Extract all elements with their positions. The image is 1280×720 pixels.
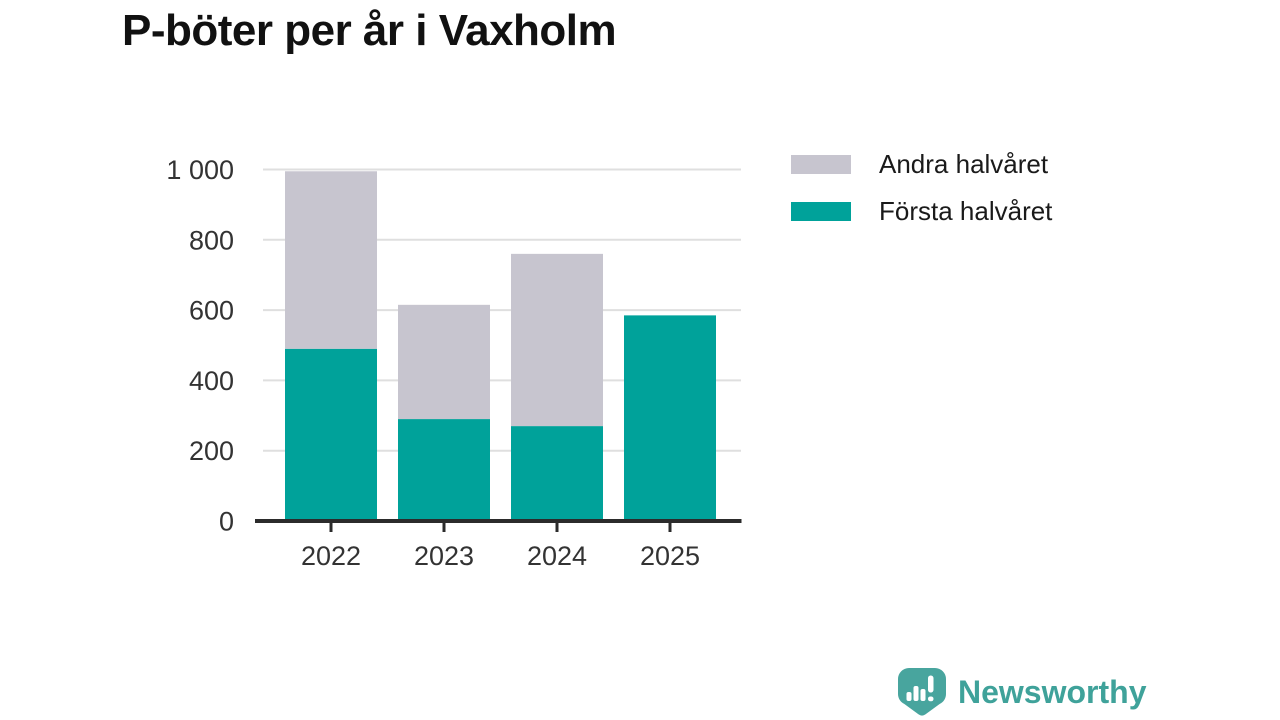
bar-segment-2024-andra-halv-ret	[511, 253, 603, 427]
legend-item-andra-halvaret: Andra halvåret	[791, 149, 1052, 179]
y-axis-tick-label: 0	[219, 507, 234, 537]
y-axis-tick-label: 200	[189, 436, 234, 466]
bar-segment-2024-f-rsta-halv-ret	[511, 426, 603, 521]
brand-name: Newsworthy	[958, 674, 1147, 710]
x-axis-tick-label: 2023	[414, 541, 474, 571]
legend-label: Första halvåret	[879, 196, 1053, 226]
y-axis-tick-label: 600	[189, 296, 234, 326]
legend-swatch-forsta-halvaret	[791, 201, 851, 221]
x-axis-tick-label: 2025	[640, 541, 700, 571]
bar-segment-2023-andra-halv-ret	[398, 304, 490, 420]
chart-legend: Andra halvåret Första halvåret	[791, 149, 1053, 248]
bar-segment-2023-f-rsta-halv-ret	[398, 419, 490, 521]
bar-segment-2025-f-rsta-halv-ret	[624, 315, 716, 521]
y-axis-tick-label: 800	[189, 225, 234, 255]
legend-swatch-andra-halvaret	[791, 154, 851, 174]
chart-title: P-böter per år i Vaxholm	[122, 6, 617, 55]
x-axis-tick-label: 2024	[527, 541, 587, 571]
y-axis-tick-label: 400	[189, 366, 234, 396]
legend-label: Andra halvåret	[879, 149, 1049, 179]
newsworthy-branding: Newsworthy	[898, 668, 1146, 716]
y-axis-tick-label: 1 000	[166, 155, 234, 185]
bar-segment-2022-andra-halv-ret	[285, 171, 377, 349]
x-axis-tick-label: 2022	[301, 541, 361, 571]
bar-segment-2022-f-rsta-halv-ret	[285, 348, 377, 521]
newsworthy-bar-chart-badge-icon	[898, 668, 946, 716]
legend-item-forsta-halvaret: Första halvåret	[791, 196, 1053, 226]
